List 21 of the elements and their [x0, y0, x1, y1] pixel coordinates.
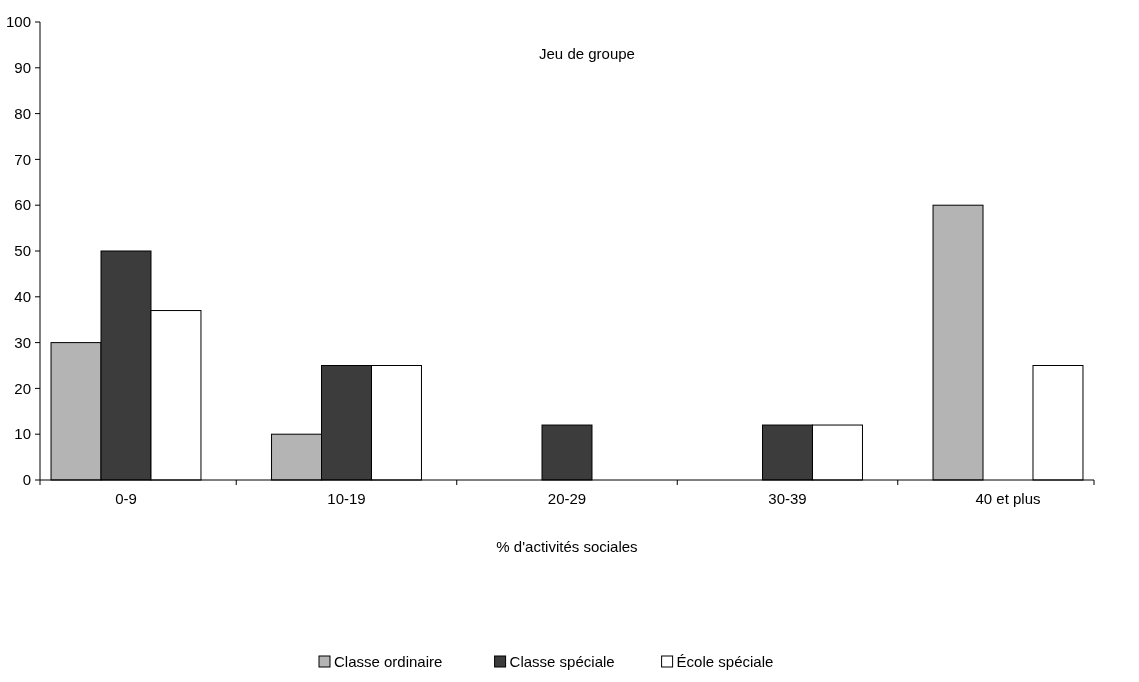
y-tick-label: 60 [14, 196, 31, 214]
legend-label: Classe ordinaire [334, 653, 443, 671]
y-tick-label: 100 [5, 13, 31, 31]
y-tick-label: 20 [14, 379, 31, 397]
x-axis-title: % d'activités sociales [496, 538, 638, 555]
x-tick-label: 0-9 [115, 490, 137, 507]
y-tick-label: 0 [22, 471, 31, 489]
y-tick-label: 90 [14, 59, 31, 77]
legend-label: Classe spéciale [509, 653, 615, 671]
y-tick-label: 40 [14, 288, 31, 306]
y-tick-label: 30 [14, 333, 31, 351]
y-tick-label: 10 [14, 425, 31, 443]
legend-label: École spéciale [676, 653, 774, 671]
x-tick-label: 10-19 [327, 490, 366, 507]
y-tick-label: 80 [14, 104, 31, 122]
y-tick-label: 70 [14, 150, 31, 168]
x-tick-label: 40 et plus [975, 490, 1041, 507]
x-tick-label: 30-39 [768, 490, 807, 507]
x-tick-label: 20-29 [547, 490, 587, 507]
y-tick-label: 50 [14, 242, 31, 260]
text: Jeu de groupe [539, 44, 635, 62]
